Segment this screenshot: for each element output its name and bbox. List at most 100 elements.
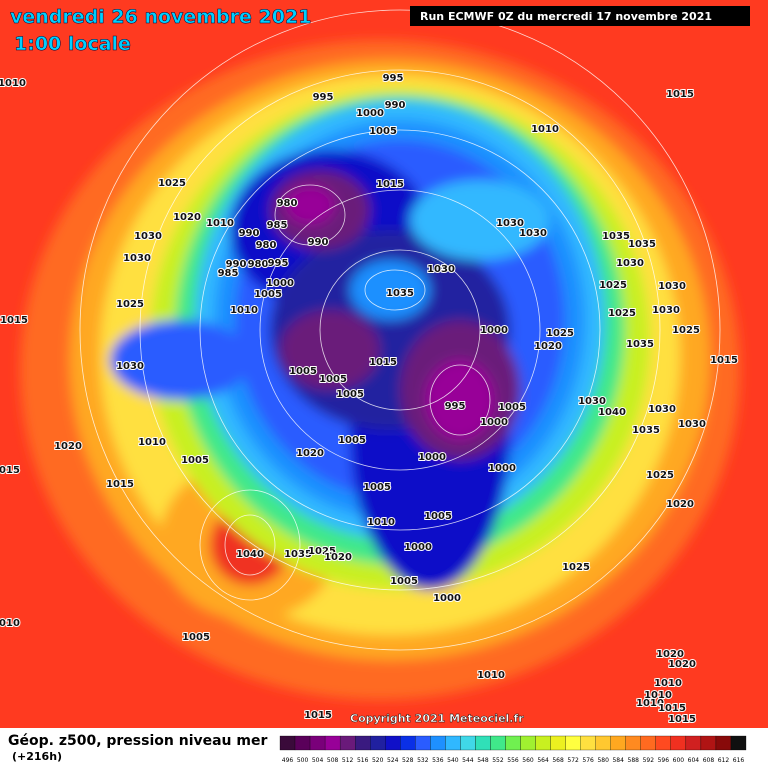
copyright: Copyright 2021 Meteociel.fr [350, 712, 524, 725]
isobar-label: 1005 [254, 289, 282, 300]
isobar-label: 1025 [672, 325, 700, 336]
isobar-label: 1015 [304, 710, 332, 721]
isobar-label: 1010 [477, 670, 505, 681]
scale-swatch [279, 735, 296, 751]
map-field [0, 0, 768, 728]
isobar-label: 1040 [598, 407, 626, 418]
isobar-label: 1030 [648, 404, 676, 415]
scale-swatch [700, 735, 717, 751]
isobar-label: 1005 [424, 511, 452, 522]
scale-label: 544 [462, 757, 474, 764]
isobar-label: 990 [308, 237, 329, 248]
isobar-label: 1005 [363, 482, 391, 493]
isobar-label: 1030 [658, 281, 686, 292]
scale-label: 604 [688, 757, 700, 764]
isobar-label: 1030 [116, 361, 144, 372]
isobar-label: 1025 [646, 470, 674, 481]
isobar-label: 1005 [498, 402, 526, 413]
scale-label: 548 [477, 757, 489, 764]
isobar-label: 1030 [578, 396, 606, 407]
isobar-label: 980 [256, 240, 277, 251]
isobar-label: 1025 [308, 546, 336, 557]
isobar-label: 1005 [319, 374, 347, 385]
isobar-label: 1000 [480, 325, 508, 336]
isobar-label: 1030 [123, 253, 151, 264]
isobar-label: 1000 [480, 417, 508, 428]
scale-swatch [655, 735, 671, 751]
isobar-label: 1030 [134, 231, 162, 242]
scale-label: 516 [357, 757, 369, 764]
isobar-label: 1010 [654, 678, 682, 689]
run-info: Run ECMWF 0Z du mercredi 17 novembre 202… [420, 10, 712, 23]
isobar-label: 995 [313, 92, 334, 103]
scale-label: 588 [628, 757, 640, 764]
scale-label: 528 [402, 757, 414, 764]
isobar-label: 1000 [433, 593, 461, 604]
isobar-label: 1010 [644, 690, 672, 701]
isobar-label: 1030 [519, 228, 547, 239]
scale-swatch [640, 735, 656, 751]
isobar-label: 1035 [632, 425, 660, 436]
scale-swatch [400, 735, 416, 751]
scale-label: 512 [342, 757, 354, 764]
isobar-label: 1010 [531, 124, 559, 135]
isobar-label: 990 [385, 100, 406, 111]
scale-label: 552 [492, 757, 504, 764]
isobar-label: 1010 [0, 78, 26, 89]
isobar-label: 1025 [546, 328, 574, 339]
isobar-label: 1000 [418, 452, 446, 463]
scale-label: 540 [447, 757, 459, 764]
scale-label: 524 [387, 757, 399, 764]
isobar-label: 1030 [616, 258, 644, 269]
isobar-label: 1010 [636, 698, 664, 709]
scale-label: 496 [282, 757, 294, 764]
map-time: 1:00 locale [14, 33, 131, 55]
color-scale: 496 500 504 508 512 516 520 524 528 532 536 540 544 5… [279, 735, 747, 764]
isobar-label: 1020 [324, 552, 352, 563]
scale-swatch [535, 735, 551, 751]
isobar-label: 995 [383, 73, 404, 84]
isobar-label: 1015 [0, 465, 20, 476]
isobar-label: 1030 [427, 264, 455, 275]
map-title: vendredi 26 novembre 2021 [10, 6, 311, 28]
scale-label: 596 [658, 757, 670, 764]
scale-label: 520 [372, 757, 384, 764]
scale-swatch [460, 735, 476, 751]
scale-swatch [505, 735, 521, 751]
isobar-label: 985 [267, 220, 288, 231]
scale-label: 584 [612, 757, 624, 764]
scale-swatch [294, 735, 311, 751]
isobar-label: 1030 [496, 218, 524, 229]
isobar-label: 1005 [181, 455, 209, 466]
scale-swatch [324, 735, 341, 751]
isobar-label: 1020 [668, 659, 696, 670]
isobar-label: 1025 [608, 308, 636, 319]
scale-swatch [670, 735, 687, 751]
isobar-label: 1030 [678, 419, 706, 430]
isobar-label: 995 [268, 258, 289, 269]
isobar-label: 1020 [54, 441, 82, 452]
scale-swatch [445, 735, 461, 751]
scale-label: 608 [703, 757, 715, 764]
scale-swatch [685, 735, 702, 751]
isobar-label: 1010 [230, 305, 258, 316]
scale-swatch [595, 735, 611, 751]
scale-swatch [610, 735, 626, 751]
scale-label: 508 [327, 757, 339, 764]
isobar-label: 1015 [668, 714, 696, 725]
scale-swatch [385, 735, 401, 751]
scale-swatch [520, 735, 536, 751]
isobar-label: 1025 [562, 562, 590, 573]
isobar-label: 1030 [652, 305, 680, 316]
isobar-label: 1015 [376, 179, 404, 190]
scale-label: 560 [522, 757, 534, 764]
scale-swatch [490, 735, 506, 751]
isobar-label: 1005 [289, 366, 317, 377]
isobar-label: 1025 [599, 280, 627, 291]
isobar-label: 980 [248, 259, 269, 270]
scale-swatch [309, 735, 326, 751]
scale-label: 616 [733, 757, 745, 764]
isobar-label: 1005 [369, 126, 397, 137]
scale-label: 532 [417, 757, 429, 764]
isobar-label: 1015 [0, 315, 28, 326]
